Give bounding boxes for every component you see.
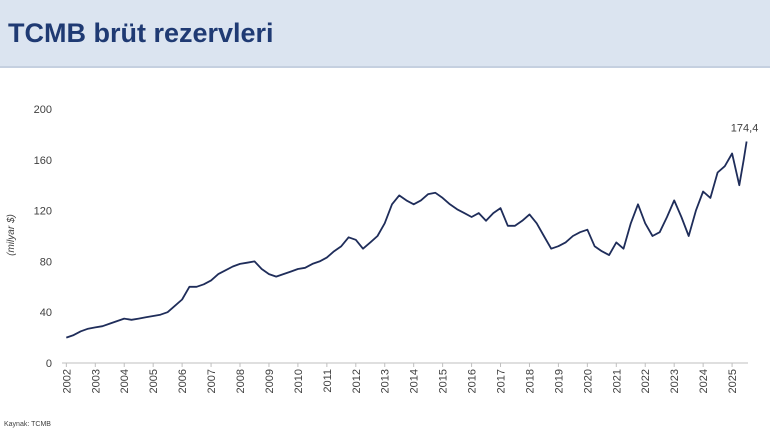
- x-tick-label: 2006: [177, 369, 189, 393]
- x-tick-label: 2022: [640, 369, 652, 393]
- y-tick-label: 120: [34, 206, 52, 218]
- x-tick-label: 2020: [582, 369, 594, 393]
- x-tick-label: 2025: [727, 369, 739, 393]
- x-tick-label: 2012: [351, 369, 363, 393]
- y-tick-label: 0: [46, 358, 52, 370]
- title: TCMB brüt rezervleri: [8, 18, 274, 48]
- x-tick-label: 2004: [119, 369, 131, 393]
- x-tick-label: 2024: [698, 369, 710, 393]
- y-tick-label: 80: [40, 256, 52, 268]
- x-tick-label: 2023: [669, 369, 681, 393]
- x-tick-label: 2009: [264, 369, 276, 393]
- source: Kaynak: TCMB: [4, 421, 51, 428]
- x-tick-label: 2002: [61, 369, 73, 393]
- x-tick-label: 2013: [380, 369, 392, 393]
- x-tick-label: 2016: [467, 369, 479, 393]
- x-tick-label: 2010: [293, 369, 305, 393]
- x-tick-label: 2003: [90, 369, 102, 393]
- x-tick-label: 2007: [206, 369, 218, 393]
- x-tick-label: 2018: [524, 369, 536, 393]
- y-axis-label: (milyar $): [6, 214, 17, 256]
- x-tick-label: 2005: [148, 369, 160, 393]
- x-tick-label: 2015: [438, 369, 450, 393]
- line: [66, 141, 748, 339]
- x-tick-label: 2011: [322, 369, 334, 393]
- chart: (milyar $) Kaynak: TCMB 0 40 80 120 160 200 20…: [4, 104, 759, 428]
- header: TCMB brüt rezervleri: [0, 0, 770, 68]
- x-tick-label: 2017: [496, 369, 508, 393]
- y-tick-label: 160: [34, 155, 52, 167]
- y-tick-label: 40: [40, 307, 52, 319]
- x-tick-label: 2021: [611, 369, 623, 393]
- y-tick-label: 200: [34, 104, 52, 116]
- data-label: 174,4: [731, 123, 759, 135]
- x-tick-label: 2019: [553, 369, 565, 393]
- x-tick-label: 2014: [409, 369, 421, 393]
- x-tick-label: 2008: [235, 369, 247, 393]
